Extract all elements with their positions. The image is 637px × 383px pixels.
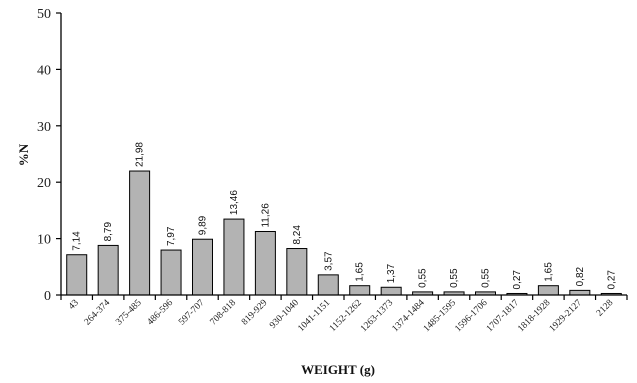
bar (66, 254, 88, 296)
x-tick-label: 1929-2127 (548, 298, 584, 334)
data-label: 1,65 (543, 262, 554, 282)
data-label: 0,55 (449, 268, 460, 288)
data-label: 8,79 (103, 222, 114, 242)
bar (223, 218, 245, 296)
y-tick-label: 50 (37, 7, 51, 22)
x-tick-label: 1152-1262 (328, 298, 364, 334)
y-tick-label: 30 (37, 120, 51, 135)
bar (97, 244, 119, 296)
y-tick-label: 40 (37, 63, 51, 78)
x-axis-title: WEIGHT (g) (301, 362, 375, 377)
x-tick-label: 486-596 (146, 298, 176, 328)
y-axis-title: %N (16, 143, 31, 166)
x-tick-label: 43 (67, 298, 81, 312)
data-label: 1,65 (355, 262, 366, 282)
x-tick-label: 1041-1151 (296, 298, 332, 334)
bar (380, 286, 402, 296)
x-tick-label: 819-929 (240, 298, 270, 328)
x-tick-label: 375-485 (114, 298, 144, 328)
bar (349, 285, 371, 296)
bar (192, 238, 213, 296)
data-label: 0,55 (418, 268, 429, 288)
bar (286, 248, 308, 296)
x-tick-label: 597-707 (177, 298, 207, 328)
value-labels-group: 7,14 8,79 21,98 7,97 9,89 13,46 11,26 8,24 3,57 1… (72, 142, 618, 290)
bar (160, 249, 182, 296)
bars-group (66, 170, 622, 296)
y-tick-label: 20 (37, 176, 51, 191)
data-label: 7,97 (166, 226, 177, 246)
x-tick-label: 1818-1928 (516, 298, 552, 334)
x-tick-label: 708-818 (209, 298, 239, 328)
x-tick-label: 1596-1706 (453, 298, 489, 334)
y-axis: 0 10 20 30 40 50 (37, 7, 62, 304)
data-label: 0,27 (606, 270, 617, 290)
data-label: 7,14 (72, 231, 83, 251)
x-tick-label: 1263-1373 (359, 298, 395, 334)
bar (569, 289, 591, 296)
data-label: 13,46 (229, 190, 240, 215)
data-label: 0,27 (512, 270, 523, 290)
x-tick-label: 264-374 (83, 298, 113, 328)
y-tick-label: 0 (44, 289, 51, 304)
x-tick-label: 2128 (595, 298, 616, 319)
y-tick-label: 10 (37, 233, 51, 248)
data-label: 9,89 (198, 215, 209, 235)
data-label: 8,24 (292, 225, 303, 245)
x-tick-label: 1485-1595 (422, 298, 458, 334)
data-label: 11,26 (260, 203, 271, 228)
data-label: 0,82 (575, 266, 586, 286)
x-tick-label: 1707-1817 (485, 298, 521, 334)
bar (129, 170, 151, 296)
data-label: 0,55 (481, 268, 492, 288)
bar (537, 285, 559, 296)
data-label: 21,98 (135, 142, 146, 167)
x-tick-label: 1374-1484 (391, 298, 427, 334)
data-label: 1,37 (386, 263, 397, 283)
data-label: 3,57 (323, 251, 334, 271)
bar (254, 230, 276, 296)
x-axis: 43 264-374 375-485 486-596 597-707 708-818 819… (60, 294, 628, 334)
bar (317, 274, 339, 296)
